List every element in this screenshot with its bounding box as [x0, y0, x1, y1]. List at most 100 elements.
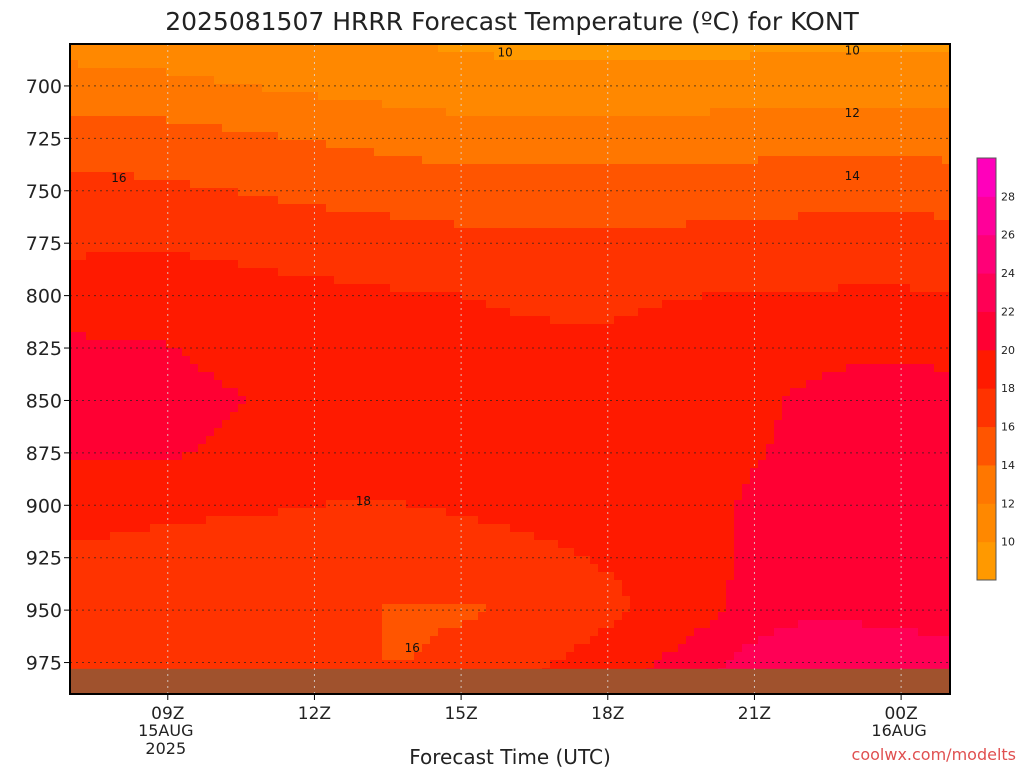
temperature-cell	[214, 132, 223, 141]
temperature-cell	[166, 244, 175, 253]
temperature-cell	[574, 364, 583, 373]
temperature-cell	[78, 164, 87, 173]
temperature-cell	[606, 180, 615, 189]
temperature-cell	[390, 252, 399, 261]
temperature-cell	[870, 332, 879, 341]
temperature-cell	[918, 164, 927, 173]
temperature-cell	[822, 308, 831, 317]
temperature-cell	[358, 156, 367, 165]
temperature-cell	[542, 156, 551, 165]
temperature-cell	[614, 252, 623, 261]
temperature-cell	[230, 284, 239, 293]
temperature-cell	[742, 180, 751, 189]
temperature-cell	[542, 188, 551, 197]
temperature-cell	[462, 300, 471, 309]
temperature-cell	[302, 172, 311, 181]
temperature-cell	[142, 380, 151, 389]
temperature-cell	[438, 140, 447, 149]
temperature-cell	[118, 308, 127, 317]
temperature-cell	[430, 260, 439, 269]
temperature-cell	[382, 92, 391, 101]
temperature-cell	[494, 228, 503, 237]
temperature-cell	[126, 116, 135, 125]
temperature-cell	[406, 156, 415, 165]
temperature-cell	[390, 212, 399, 221]
temperature-cell	[358, 316, 367, 325]
temperature-cell	[182, 244, 191, 253]
temperature-cell	[598, 276, 607, 285]
temperature-cell	[230, 228, 239, 237]
temperature-cell	[446, 364, 455, 373]
temperature-cell	[470, 364, 479, 373]
temperature-cell	[862, 156, 871, 165]
temperature-cell	[902, 108, 911, 117]
temperature-cell	[198, 348, 207, 357]
temperature-cell	[910, 316, 919, 325]
temperature-cell	[142, 348, 151, 357]
temperature-cell	[830, 228, 839, 237]
temperature-cell	[158, 60, 167, 69]
temperature-cell	[198, 212, 207, 221]
temperature-cell	[694, 252, 703, 261]
temperature-cell	[254, 196, 263, 205]
temperature-cell	[726, 308, 735, 317]
temperature-cell	[230, 292, 239, 301]
temperature-cell	[222, 172, 231, 181]
temperature-cell	[198, 172, 207, 181]
temperature-cell	[270, 292, 279, 301]
temperature-cell	[190, 316, 199, 325]
temperature-cell	[278, 404, 287, 413]
temperature-cell	[622, 204, 631, 213]
temperature-cell	[694, 300, 703, 309]
temperature-cell	[814, 244, 823, 253]
temperature-cell	[94, 140, 103, 149]
temperature-cell	[758, 284, 767, 293]
temperature-cell	[918, 348, 927, 357]
temperature-cell	[910, 68, 919, 77]
temperature-cell	[254, 156, 263, 165]
temperature-cell	[830, 356, 839, 365]
temperature-cell	[382, 372, 391, 381]
temperature-cell	[342, 308, 351, 317]
temperature-cell	[230, 140, 239, 149]
temperature-cell	[238, 92, 247, 101]
temperature-cell	[662, 116, 671, 125]
temperature-cell	[838, 148, 847, 157]
temperature-cell	[598, 52, 607, 61]
temperature-cell	[102, 164, 111, 173]
temperature-cell	[174, 116, 183, 125]
temperature-cell	[894, 324, 903, 333]
temperature-cell	[670, 284, 679, 293]
temperature-cell	[926, 204, 935, 213]
temperature-cell	[894, 140, 903, 149]
temperature-cell	[822, 380, 831, 389]
temperature-cell	[174, 268, 183, 277]
temperature-cell	[166, 140, 175, 149]
temperature-cell	[118, 92, 127, 101]
temperature-cell	[726, 100, 735, 109]
temperature-cell	[822, 44, 831, 53]
temperature-cell	[750, 84, 759, 93]
temperature-cell	[766, 68, 775, 77]
temperature-cell	[246, 252, 255, 261]
temperature-cell	[270, 204, 279, 213]
temperature-cell	[518, 252, 527, 261]
temperature-cell	[678, 292, 687, 301]
temperature-cell	[206, 196, 215, 205]
temperature-cell	[590, 196, 599, 205]
temperature-cell	[254, 252, 263, 261]
temperature-cell	[142, 140, 151, 149]
temperature-cell	[902, 92, 911, 101]
temperature-cell	[134, 356, 143, 365]
temperature-cell	[398, 324, 407, 333]
temperature-cell	[590, 284, 599, 293]
temperature-cell	[534, 68, 543, 77]
temperature-cell	[390, 44, 399, 53]
temperature-cell	[342, 236, 351, 245]
temperature-cell	[494, 52, 503, 61]
temperature-cell	[830, 148, 839, 157]
temperature-cell	[630, 140, 639, 149]
temperature-cell	[598, 396, 607, 405]
temperature-cell	[758, 308, 767, 317]
temperature-cell	[494, 124, 503, 133]
